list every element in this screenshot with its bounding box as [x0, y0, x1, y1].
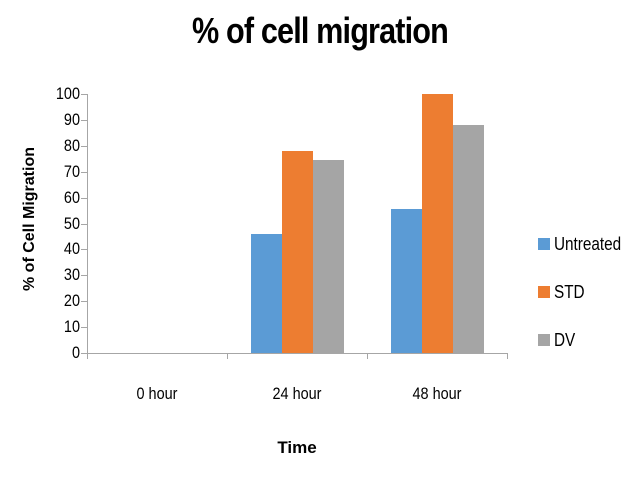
legend-item-untreated: Untreated	[538, 220, 633, 268]
legend-swatch-icon	[538, 238, 550, 250]
y-axis-line	[87, 94, 88, 353]
y-tick	[81, 223, 87, 225]
legend-item-dv: DV	[538, 316, 633, 364]
plot-area: 0 10 20 30 40 50 60 70 80 90 100 0 hour 24 hour 48 ho…	[56, 85, 508, 403]
x-category-label: 48 hour	[412, 384, 462, 403]
x-tick	[367, 353, 368, 359]
y-tick	[81, 249, 87, 251]
y-tick	[81, 353, 87, 354]
y-tick-label: 50	[63, 213, 80, 233]
y-tick-label: 30	[63, 265, 80, 285]
y-tick-label: 70	[63, 161, 80, 181]
x-axis-line	[87, 353, 508, 354]
x-tick	[87, 353, 88, 359]
bar-untreated-48-hour	[390, 209, 422, 353]
legend-label: DV	[554, 329, 576, 350]
bar-untreated-24-hour	[250, 233, 282, 353]
bar-std-24-hour	[281, 150, 313, 353]
legend: Untreated STD DV	[538, 220, 633, 364]
x-tick	[227, 353, 228, 359]
legend-swatch-icon	[538, 286, 550, 298]
y-tick-label: 80	[63, 135, 80, 155]
y-tick	[81, 119, 87, 121]
y-tick	[81, 145, 87, 147]
x-tick	[507, 353, 508, 359]
bar-dv-48-hour	[452, 125, 484, 353]
y-tick	[81, 301, 87, 303]
x-category-label: 0 hour	[136, 384, 178, 403]
y-tick-label: 0	[71, 343, 80, 362]
y-tick-label: 20	[63, 291, 80, 311]
y-tick	[81, 275, 87, 277]
bar-std-48-hour	[421, 94, 453, 353]
legend-label: STD	[554, 281, 585, 302]
chart-title: % of cell migration	[192, 10, 449, 51]
y-tick-label: 60	[63, 187, 80, 207]
legend-label: Untreated	[554, 233, 622, 254]
legend-item-std: STD	[538, 268, 633, 316]
y-tick-label: 10	[63, 317, 80, 337]
y-tick	[81, 327, 87, 329]
y-tick-label: 40	[63, 239, 80, 259]
y-axis-label: % of Cell Migration	[21, 147, 38, 291]
y-tick-label: 90	[63, 109, 80, 129]
y-tick	[81, 171, 87, 173]
bar-dv-24-hour	[312, 160, 344, 353]
y-tick	[81, 197, 87, 199]
y-tick	[81, 94, 87, 95]
y-tick-label: 100	[55, 84, 80, 103]
legend-swatch-icon	[538, 334, 550, 346]
x-category-label: 24 hour	[272, 384, 322, 403]
x-axis-label: Time	[277, 438, 317, 457]
